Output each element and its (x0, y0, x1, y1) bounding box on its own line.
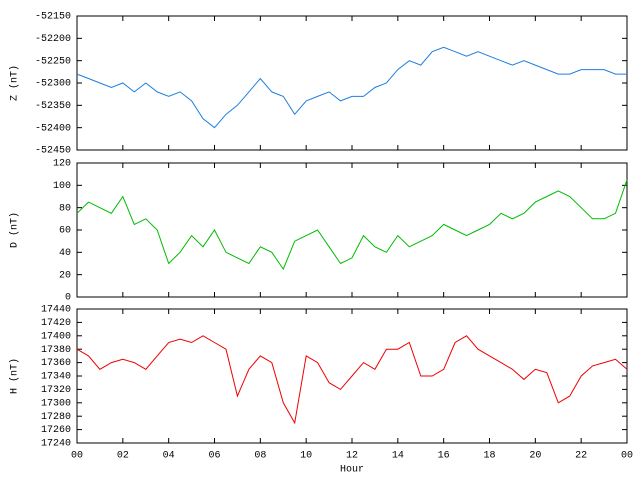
data-line (76, 335, 628, 425)
x-tick-label: 16 (438, 451, 450, 462)
y-axis-label: D (nT) (9, 212, 21, 248)
y-tick-label: -52450 (35, 146, 71, 157)
y-tick-label: 120 (53, 159, 71, 170)
y-axis-label: H (nT) (9, 358, 21, 394)
x-tick-label: 08 (254, 451, 266, 462)
y-tick-label: 17380 (41, 345, 71, 356)
y-tick-label: 17440 (41, 305, 71, 316)
x-tick-label: 04 (163, 451, 175, 462)
x-axis-label: Hour (340, 465, 364, 476)
x-tick-label: 10 (300, 451, 312, 462)
y-tick-label: 17320 (41, 385, 71, 396)
y-axis-label: Z (nT) (9, 65, 21, 101)
y-tick-label: 20 (59, 270, 71, 281)
y-tick-label: -52400 (35, 123, 71, 134)
y-tick-label: 17340 (41, 372, 71, 383)
x-tick-label: 20 (529, 451, 541, 462)
x-tick-label: 22 (575, 451, 587, 462)
x-tick-label: 06 (208, 451, 220, 462)
y-tick-label: -52300 (35, 79, 71, 90)
plot-frame (76, 15, 628, 151)
y-tick-label: -52150 (35, 12, 71, 23)
x-tick-label: 00 (621, 451, 633, 462)
y-tick-label: 17240 (41, 439, 71, 450)
y-tick-label: 17400 (41, 331, 71, 342)
y-tick-label: 17300 (41, 398, 71, 409)
y-tick-label: 100 (53, 181, 71, 192)
data-line (76, 46, 627, 129)
x-tick-label: 02 (117, 451, 129, 462)
x-tick-label: 00 (71, 451, 83, 462)
y-tick-label: -52350 (35, 101, 71, 112)
x-tick-label: 12 (346, 451, 358, 462)
y-tick-label: -52200 (35, 34, 71, 45)
data-line (76, 179, 628, 271)
y-tick-label: 0 (65, 293, 71, 304)
y-tick-label: 17420 (41, 318, 71, 329)
x-tick-label: 14 (392, 451, 404, 462)
y-tick-label: -52250 (35, 56, 71, 67)
y-tick-label: 60 (59, 226, 71, 237)
plot-frame (76, 162, 628, 298)
x-tick-label: 18 (483, 451, 495, 462)
y-tick-label: 17360 (41, 358, 71, 369)
y-tick-label: 80 (59, 203, 71, 214)
y-tick-label: 40 (59, 248, 71, 259)
y-tick-label: 17280 (41, 412, 71, 423)
y-tick-label: 17260 (41, 425, 71, 436)
